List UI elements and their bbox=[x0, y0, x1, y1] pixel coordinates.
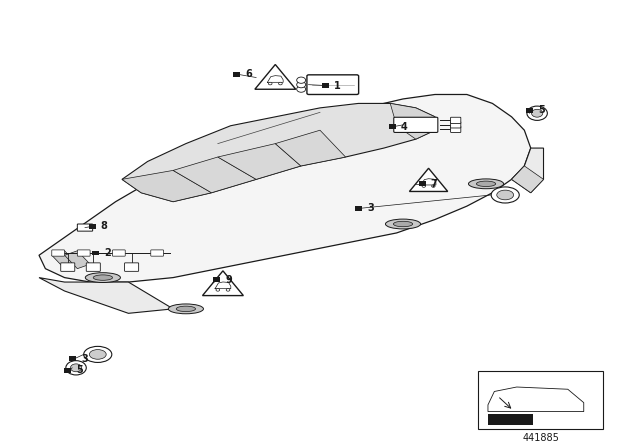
Polygon shape bbox=[255, 65, 296, 89]
Text: 8: 8 bbox=[100, 221, 108, 231]
Ellipse shape bbox=[394, 221, 413, 227]
Text: 3: 3 bbox=[81, 354, 88, 364]
Polygon shape bbox=[511, 148, 543, 193]
FancyBboxPatch shape bbox=[451, 126, 461, 133]
Polygon shape bbox=[39, 95, 531, 282]
Polygon shape bbox=[275, 130, 346, 166]
FancyBboxPatch shape bbox=[394, 117, 438, 133]
Circle shape bbox=[216, 289, 220, 291]
Circle shape bbox=[297, 86, 306, 92]
Bar bbox=[64, 368, 71, 373]
FancyBboxPatch shape bbox=[451, 117, 461, 124]
Circle shape bbox=[431, 185, 435, 187]
Bar bbox=[526, 108, 533, 112]
Ellipse shape bbox=[84, 346, 112, 362]
Ellipse shape bbox=[93, 275, 113, 280]
Ellipse shape bbox=[491, 187, 519, 203]
Polygon shape bbox=[410, 168, 448, 191]
Bar bbox=[69, 357, 76, 362]
Ellipse shape bbox=[168, 304, 204, 314]
FancyBboxPatch shape bbox=[77, 224, 93, 231]
Bar bbox=[213, 277, 220, 282]
Ellipse shape bbox=[90, 349, 106, 359]
Polygon shape bbox=[218, 144, 301, 179]
Bar bbox=[234, 72, 241, 77]
Text: 5: 5 bbox=[76, 366, 83, 375]
Bar bbox=[488, 414, 532, 425]
Text: 6: 6 bbox=[246, 69, 252, 79]
Text: 7: 7 bbox=[431, 179, 438, 189]
FancyBboxPatch shape bbox=[151, 250, 164, 256]
FancyBboxPatch shape bbox=[52, 250, 65, 256]
Text: 2: 2 bbox=[104, 248, 111, 258]
Polygon shape bbox=[488, 387, 584, 412]
Circle shape bbox=[527, 106, 547, 121]
Bar bbox=[388, 124, 396, 129]
FancyBboxPatch shape bbox=[125, 263, 139, 271]
Ellipse shape bbox=[176, 306, 196, 311]
Circle shape bbox=[268, 82, 272, 85]
Bar bbox=[321, 83, 328, 88]
Bar bbox=[355, 206, 362, 211]
Circle shape bbox=[297, 77, 306, 83]
Polygon shape bbox=[390, 103, 435, 139]
Polygon shape bbox=[173, 157, 256, 193]
Polygon shape bbox=[511, 166, 543, 193]
FancyBboxPatch shape bbox=[307, 75, 358, 95]
Circle shape bbox=[66, 361, 86, 375]
FancyBboxPatch shape bbox=[77, 250, 90, 256]
Circle shape bbox=[278, 82, 282, 85]
Polygon shape bbox=[202, 271, 243, 296]
Circle shape bbox=[531, 109, 543, 117]
Circle shape bbox=[422, 185, 426, 187]
Text: 1: 1 bbox=[333, 81, 340, 90]
FancyBboxPatch shape bbox=[86, 263, 100, 271]
Circle shape bbox=[226, 289, 230, 291]
Polygon shape bbox=[65, 251, 90, 269]
Circle shape bbox=[297, 82, 306, 88]
Bar bbox=[88, 224, 95, 228]
Ellipse shape bbox=[385, 219, 420, 229]
Bar bbox=[478, 371, 603, 430]
Polygon shape bbox=[122, 170, 211, 202]
Ellipse shape bbox=[497, 190, 514, 200]
Circle shape bbox=[70, 364, 82, 372]
FancyBboxPatch shape bbox=[61, 263, 75, 271]
FancyBboxPatch shape bbox=[451, 122, 461, 128]
Bar bbox=[92, 250, 99, 255]
Polygon shape bbox=[122, 103, 435, 202]
Ellipse shape bbox=[476, 181, 496, 186]
Polygon shape bbox=[39, 278, 173, 313]
Polygon shape bbox=[52, 251, 77, 269]
FancyBboxPatch shape bbox=[113, 250, 125, 256]
Text: 3: 3 bbox=[367, 203, 374, 213]
Ellipse shape bbox=[85, 273, 120, 283]
Ellipse shape bbox=[468, 179, 504, 189]
Bar bbox=[419, 181, 426, 186]
Text: 441885: 441885 bbox=[522, 433, 559, 444]
Text: 4: 4 bbox=[401, 122, 408, 132]
Text: 5: 5 bbox=[538, 105, 545, 115]
Text: 9: 9 bbox=[225, 275, 232, 285]
